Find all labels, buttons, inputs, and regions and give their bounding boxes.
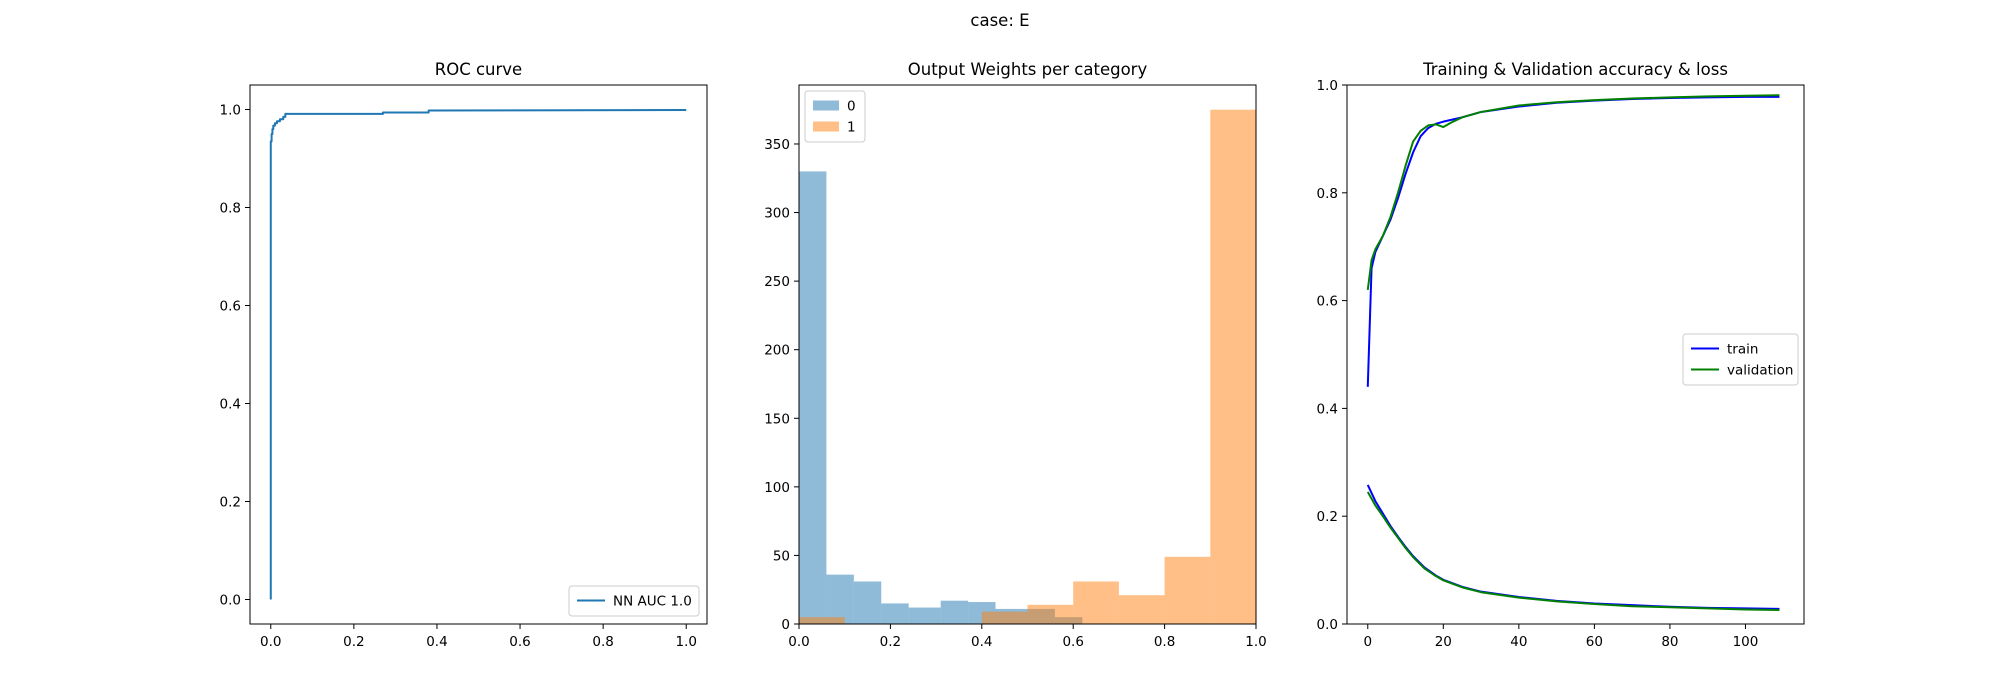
roc-legend bbox=[568, 585, 700, 617]
accuracy-loss-xtick-label: 20 bbox=[1435, 634, 1452, 650]
accuracy-loss-xtick-label: 40 bbox=[1510, 634, 1527, 650]
accuracy-loss-chart: Training & Validation accuracy & loss 0 20… bbox=[1317, 60, 1805, 650]
roc-title: ROC curve bbox=[435, 60, 522, 79]
roc-axes-frame bbox=[249, 84, 708, 625]
roc-ytick-label: 0.6 bbox=[220, 299, 241, 315]
roc-legend-label: NN AUC 1.0 bbox=[613, 594, 692, 610]
accuracy-loss-xtick-label: 0 bbox=[1363, 634, 1372, 650]
roc-xtick-label: 0.0 bbox=[260, 634, 281, 650]
histogram-xtick-label: 0.0 bbox=[788, 634, 809, 650]
histogram-bar-series-1-bin-7 bbox=[1118, 595, 1165, 624]
histogram-ytick-label: 150 bbox=[764, 411, 790, 427]
histogram-bar-series-1-bin-9 bbox=[1210, 109, 1256, 625]
histogram-ytick-label: 50 bbox=[773, 548, 790, 564]
roc-xtick-label: 0.4 bbox=[426, 634, 447, 650]
roc-ytick-label: 0.2 bbox=[220, 495, 241, 511]
accuracy-loss-title: Training & Validation accuracy & loss bbox=[1422, 60, 1728, 79]
histogram-ytick-label: 0 bbox=[781, 617, 790, 633]
accuracy-loss-ytick-label: 0.0 bbox=[1317, 617, 1338, 633]
histogram-ytick-label: 200 bbox=[764, 343, 790, 359]
histogram-legend-swatch-1 bbox=[813, 121, 839, 132]
histogram-bar-series-1-bin-6 bbox=[1073, 581, 1119, 624]
histogram-ytick-label: 250 bbox=[764, 274, 790, 290]
roc-ytick-label: 0.0 bbox=[220, 593, 241, 609]
histogram-legend-label: 1 bbox=[847, 120, 856, 136]
accuracy-loss-ytick-label: 0.8 bbox=[1317, 186, 1338, 202]
histogram-bar-series-1-bin-0 bbox=[799, 617, 845, 624]
roc-ytick-label: 0.4 bbox=[220, 397, 241, 413]
accuracy-loss-line-validation bbox=[1366, 94, 1780, 290]
roc-xtick-label: 1.0 bbox=[675, 634, 696, 650]
histogram-ytick-label: 300 bbox=[764, 206, 790, 222]
histogram-legend-label: 0 bbox=[847, 99, 856, 115]
accuracy-loss-ytick-label: 1.0 bbox=[1317, 78, 1338, 94]
accuracy-loss-legend bbox=[1682, 333, 1799, 386]
histogram-legend-swatch-0 bbox=[813, 100, 839, 111]
histogram-bar-series-1-bin-4 bbox=[981, 611, 1028, 624]
histogram-legend bbox=[804, 90, 866, 143]
accuracy-loss-xtick-label: 60 bbox=[1586, 634, 1603, 650]
accuracy-loss-axes-frame bbox=[1346, 84, 1805, 625]
histogram-axes-frame bbox=[798, 84, 1257, 625]
histogram-bar-series-0-bin-4 bbox=[908, 607, 941, 624]
accuracy-loss-legend-label: train bbox=[1727, 342, 1758, 358]
roc-xtick-label: 0.6 bbox=[509, 634, 530, 650]
histogram-bar-series-1-bin-8 bbox=[1164, 556, 1211, 624]
histogram-bar-series-0-bin-5 bbox=[940, 600, 969, 624]
roc-chart: ROC curve 0.0 0.2 0.4 0.6 0.8 1.0 0.0 0.2 0.4 0.6 0… bbox=[220, 60, 708, 650]
histogram-xtick-label: 0.6 bbox=[1062, 634, 1083, 650]
roc-ytick-label: 0.8 bbox=[220, 201, 241, 217]
accuracy-loss-line-validation-loss bbox=[1366, 491, 1780, 611]
figure-suptitle: case: E bbox=[970, 11, 1029, 30]
accuracy-loss-xtick-label: 80 bbox=[1661, 634, 1678, 650]
histogram-ytick-label: 100 bbox=[764, 480, 790, 496]
histogram-bar-series-0-bin-3 bbox=[881, 603, 909, 624]
histogram-xtick-label: 0.4 bbox=[971, 634, 992, 650]
histogram-xtick-label: 0.8 bbox=[1154, 634, 1175, 650]
roc-line-NN-AUC-1.0 bbox=[269, 108, 687, 600]
accuracy-loss-ytick-label: 0.6 bbox=[1317, 294, 1338, 310]
accuracy-loss-ytick-label: 0.2 bbox=[1317, 509, 1338, 525]
accuracy-loss-legend-label: validation bbox=[1727, 363, 1793, 379]
histogram-plot-area bbox=[799, 85, 1256, 624]
accuracy-loss-xtick-label: 100 bbox=[1733, 634, 1759, 650]
histogram-ytick-label: 350 bbox=[764, 137, 790, 153]
histogram-bar-series-0-bin-2 bbox=[853, 581, 882, 624]
roc-xtick-label: 0.8 bbox=[592, 634, 613, 650]
histogram-xtick-label: 0.2 bbox=[880, 634, 901, 650]
histogram-xtick-label: 1.0 bbox=[1245, 634, 1266, 650]
roc-plot-area bbox=[250, 85, 707, 624]
roc-ytick-label: 1.0 bbox=[220, 103, 241, 119]
histogram-bar-series-1-bin-5 bbox=[1027, 604, 1074, 624]
histogram-title: Output Weights per category bbox=[908, 60, 1148, 79]
histogram-chart: Output Weights per category 0.0 0.2 0.4 0.6 0… bbox=[764, 60, 1267, 650]
histogram-bar-series-0-bin-1 bbox=[826, 574, 854, 624]
roc-xtick-label: 0.2 bbox=[343, 634, 364, 650]
histogram-bar-series-0-bin-0 bbox=[799, 171, 827, 624]
accuracy-loss-ytick-label: 0.4 bbox=[1317, 401, 1338, 417]
